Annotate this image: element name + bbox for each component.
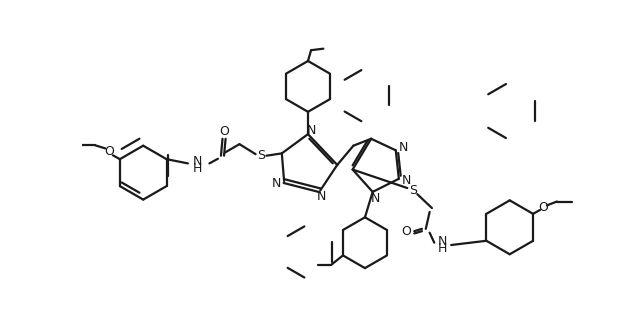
Text: H: H (437, 242, 447, 255)
Text: N: N (307, 124, 316, 137)
Text: N: N (437, 235, 447, 248)
Text: N: N (272, 177, 281, 190)
Text: N: N (371, 192, 380, 205)
Text: O: O (219, 125, 229, 138)
Text: S: S (257, 149, 265, 162)
Text: N: N (399, 141, 408, 154)
Text: N: N (193, 155, 202, 169)
Text: O: O (538, 201, 548, 214)
Text: N: N (402, 174, 412, 187)
Text: O: O (104, 145, 114, 158)
Text: H: H (193, 162, 202, 175)
Text: O: O (402, 225, 412, 238)
Text: S: S (409, 184, 417, 197)
Text: N: N (317, 190, 326, 203)
